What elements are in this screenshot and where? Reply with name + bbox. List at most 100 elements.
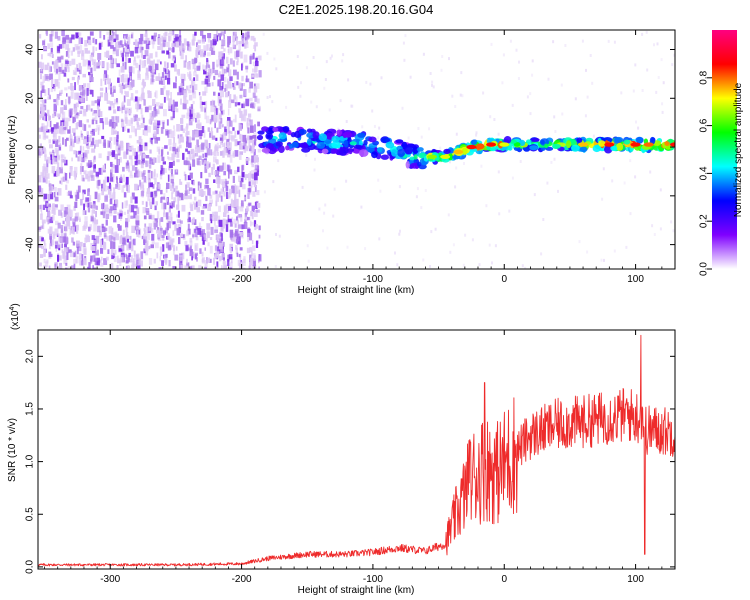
noise-cell bbox=[218, 191, 221, 198]
noise-speck bbox=[404, 34, 407, 38]
noise-cell bbox=[143, 60, 147, 67]
noise-cell bbox=[249, 220, 252, 227]
noise-cell bbox=[165, 242, 169, 249]
noise-cell bbox=[233, 218, 237, 225]
noise-speck bbox=[542, 218, 545, 221]
signal-peak bbox=[578, 142, 589, 147]
noise-cell bbox=[195, 74, 199, 81]
noise-cell bbox=[96, 105, 100, 109]
noise-cell bbox=[206, 231, 210, 239]
noise-speck bbox=[324, 203, 327, 207]
signal-cell bbox=[316, 141, 326, 149]
noise-cell bbox=[44, 125, 48, 131]
noise-cell bbox=[196, 207, 200, 213]
signal-cell bbox=[592, 144, 601, 153]
noise-cell bbox=[96, 180, 99, 189]
noise-cell bbox=[243, 54, 248, 63]
noise-cell bbox=[125, 53, 130, 57]
snr-panel: -300 -200 -100 0 100 0.00.51.01.52.0 Height … bbox=[7, 303, 676, 596]
noise-cell bbox=[250, 35, 255, 41]
noise-cell bbox=[220, 110, 223, 115]
noise-speck bbox=[271, 100, 274, 104]
noise-cell bbox=[82, 146, 85, 151]
noise-cell bbox=[136, 170, 139, 178]
noise-cell bbox=[173, 197, 177, 203]
noise-cell bbox=[249, 247, 253, 253]
noise-cell bbox=[238, 263, 242, 269]
noise-cell bbox=[47, 43, 50, 49]
noise-cell bbox=[239, 206, 244, 212]
noise-cell bbox=[189, 245, 192, 253]
noise-cell bbox=[53, 124, 57, 130]
noise-cell bbox=[76, 138, 80, 145]
noise-cell bbox=[218, 219, 223, 227]
noise-cell bbox=[214, 225, 218, 232]
noise-speck bbox=[454, 185, 457, 189]
noise-cell bbox=[180, 98, 182, 105]
noise-cell bbox=[92, 117, 96, 121]
noise-cell bbox=[204, 78, 209, 85]
noise-cell bbox=[185, 245, 189, 252]
noise-cell bbox=[106, 50, 110, 58]
noise-cell bbox=[144, 249, 149, 256]
noise-cell bbox=[83, 124, 87, 131]
noise-cell bbox=[229, 76, 233, 81]
noise-cell bbox=[173, 247, 175, 256]
noise-cell bbox=[175, 41, 179, 48]
noise-cell bbox=[211, 135, 216, 140]
noise-speck bbox=[447, 213, 450, 217]
noise-cell bbox=[104, 117, 108, 125]
noise-cell bbox=[187, 175, 192, 181]
noise-cell bbox=[241, 38, 245, 45]
noise-cell bbox=[246, 247, 250, 254]
noise-cell bbox=[57, 36, 61, 41]
noise-speck bbox=[347, 78, 350, 82]
noise-cell bbox=[71, 139, 75, 147]
noise-cell bbox=[88, 75, 91, 82]
noise-cell bbox=[82, 59, 87, 67]
noise-cell bbox=[72, 226, 75, 235]
noise-cell bbox=[122, 101, 125, 107]
noise-speck bbox=[326, 246, 329, 250]
noise-cell bbox=[58, 209, 62, 216]
noise-cell bbox=[92, 112, 95, 116]
signal-peak bbox=[499, 142, 510, 147]
noise-cell bbox=[188, 136, 191, 143]
noise-cell bbox=[57, 56, 62, 63]
noise-cell bbox=[125, 232, 129, 240]
noise-cell bbox=[62, 137, 65, 145]
signal-cell bbox=[312, 131, 320, 139]
noise-cell bbox=[196, 65, 201, 71]
noise-cell bbox=[229, 120, 233, 127]
noise-cell bbox=[79, 252, 82, 259]
noise-cell bbox=[251, 173, 255, 179]
noise-cell bbox=[112, 103, 115, 109]
noise-cell bbox=[94, 219, 99, 225]
noise-cell bbox=[56, 192, 59, 196]
noise-speck bbox=[490, 42, 493, 46]
noise-cell bbox=[236, 61, 239, 66]
noise-cell bbox=[108, 82, 111, 90]
noise-cell bbox=[68, 190, 72, 195]
noise-speck bbox=[315, 105, 318, 109]
noise-cell bbox=[64, 255, 68, 261]
noise-cell bbox=[60, 63, 64, 71]
noise-cell bbox=[236, 50, 240, 58]
noise-cell bbox=[219, 151, 223, 156]
noise-cell bbox=[241, 145, 246, 150]
noise-speck bbox=[673, 53, 675, 57]
noise-cell bbox=[135, 215, 140, 223]
noise-cell bbox=[211, 114, 214, 121]
noise-speck bbox=[307, 259, 310, 263]
noise-cell bbox=[207, 257, 210, 263]
noise-cell bbox=[38, 205, 41, 210]
noise-speck bbox=[322, 229, 324, 233]
noise-cell bbox=[177, 223, 182, 230]
noise-cell bbox=[177, 191, 180, 196]
signal-peak bbox=[427, 154, 437, 159]
noise-cell bbox=[113, 109, 117, 114]
noise-cell bbox=[75, 123, 79, 130]
noise-cell bbox=[242, 258, 246, 266]
noise-cell bbox=[143, 228, 146, 232]
noise-cell bbox=[181, 78, 185, 87]
